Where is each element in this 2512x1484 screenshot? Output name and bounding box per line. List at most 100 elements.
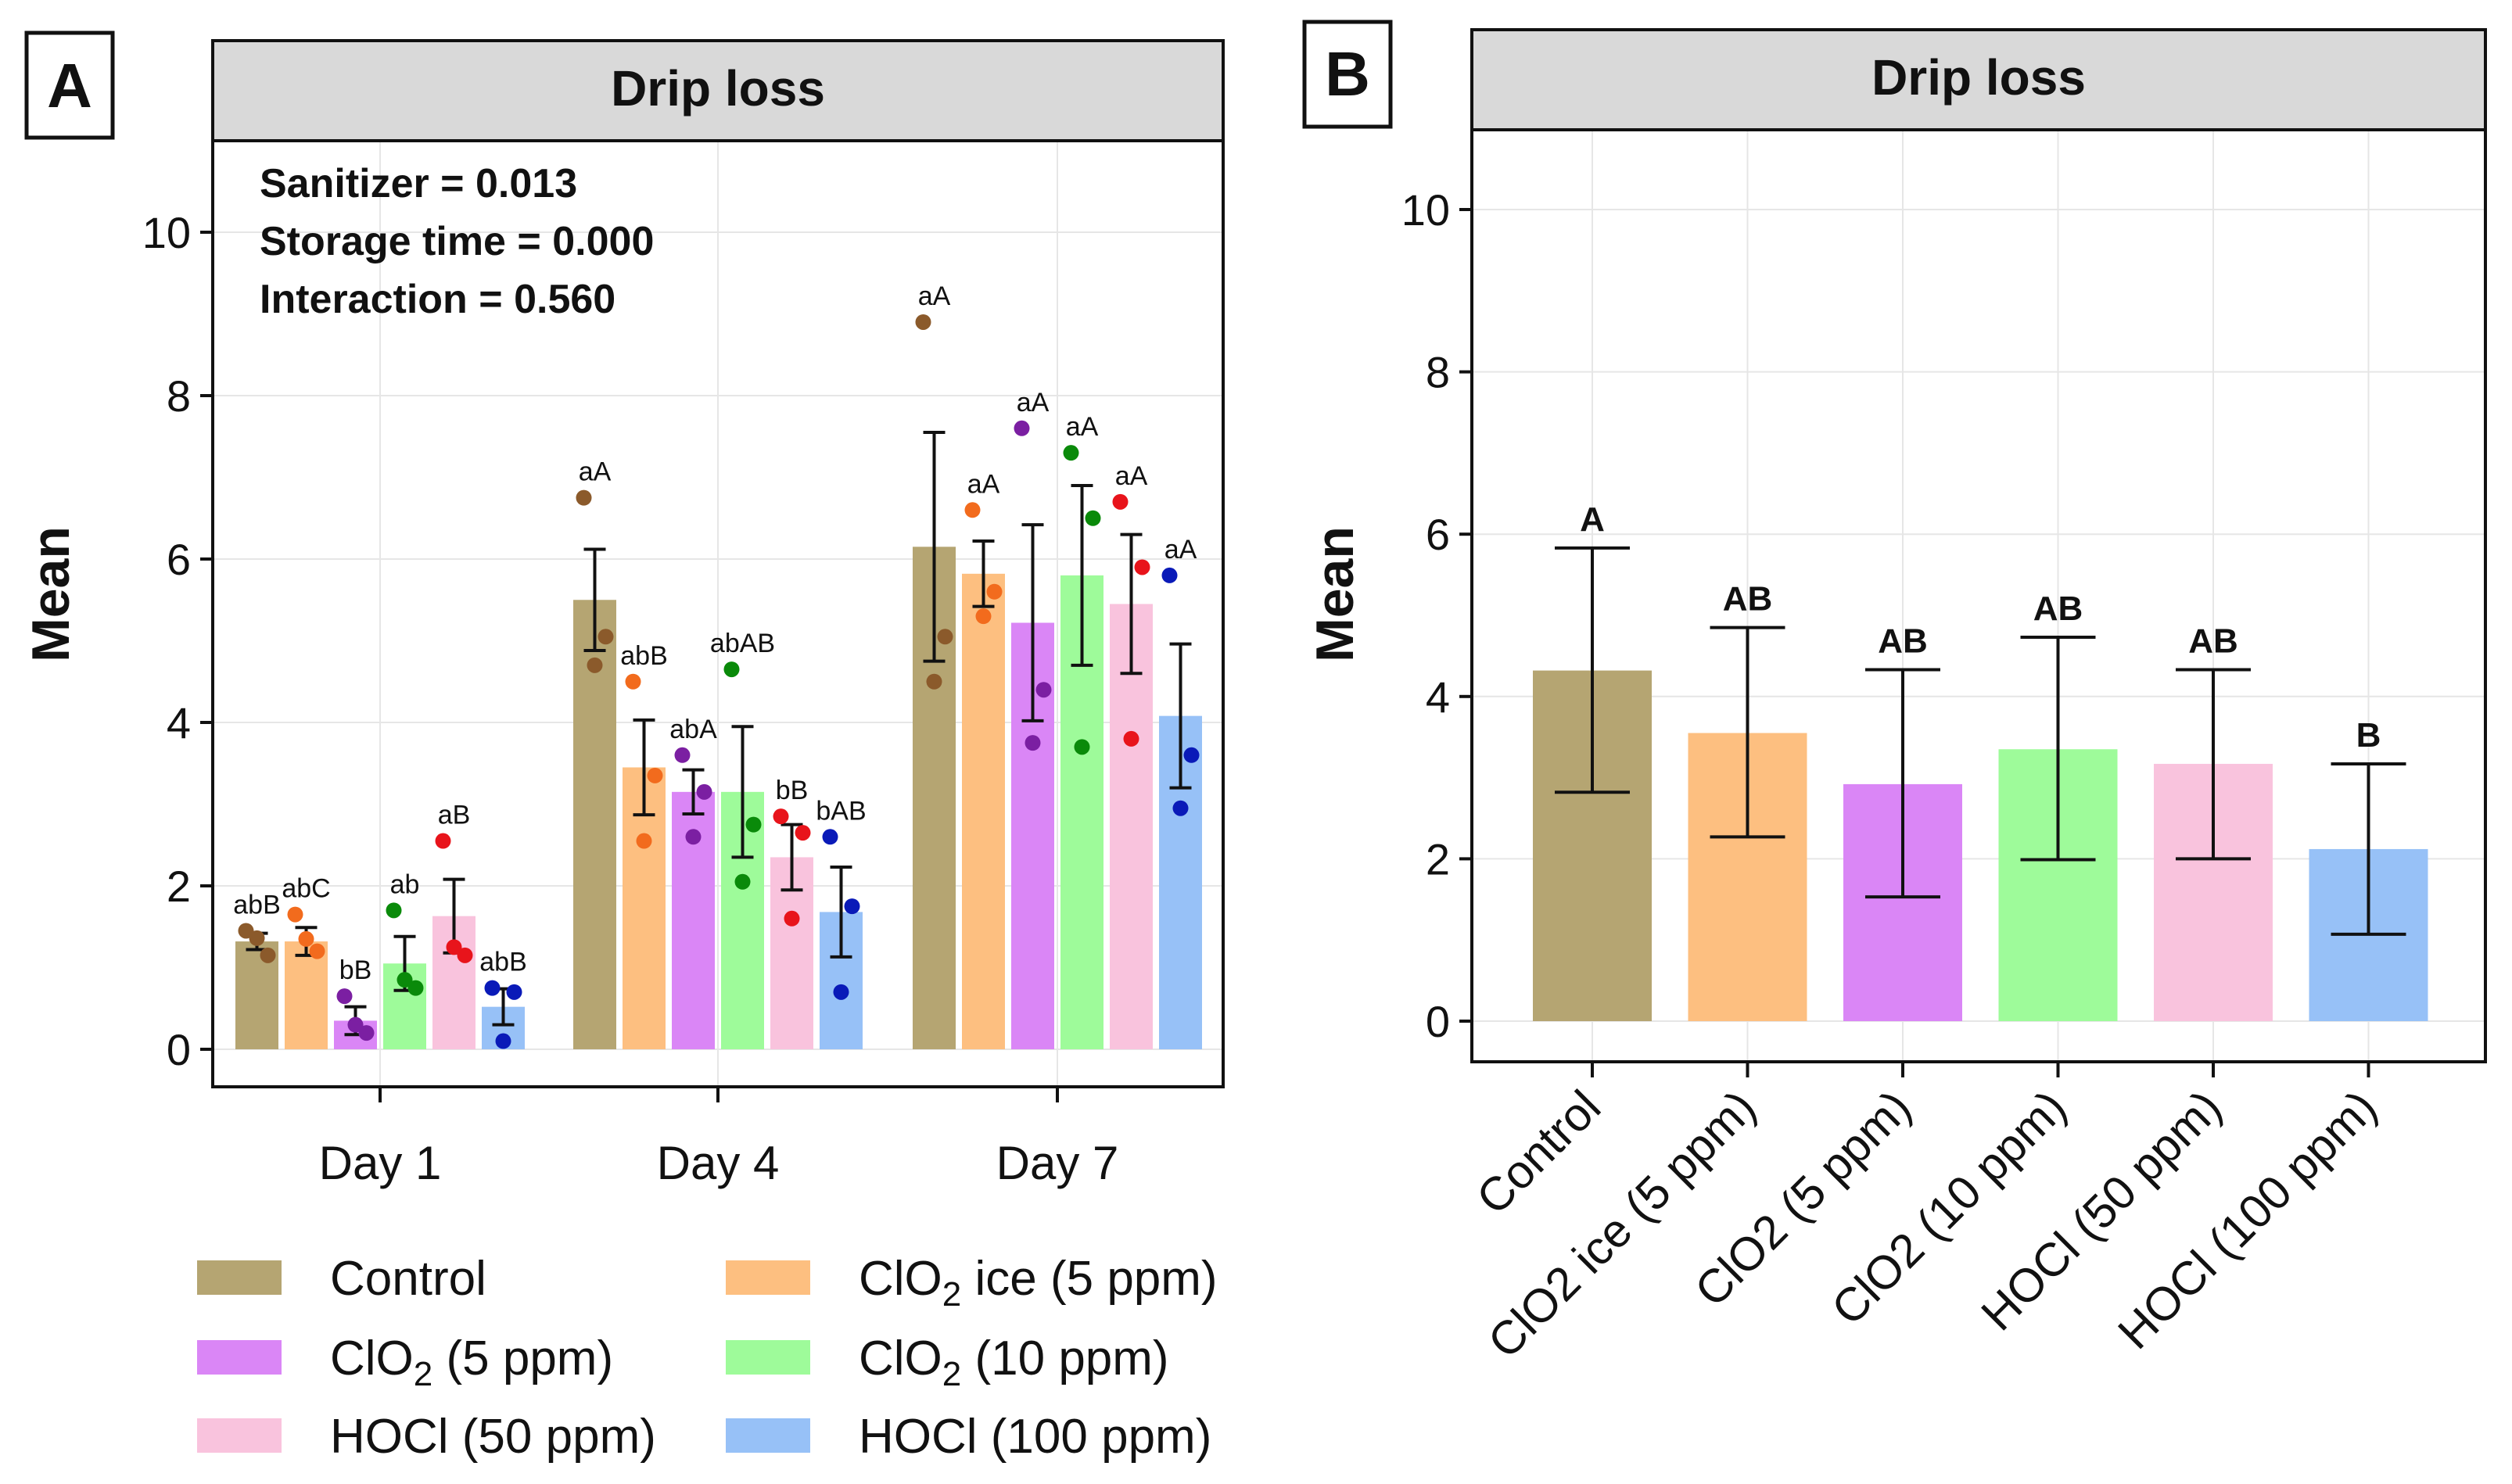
data-point-control <box>597 629 614 645</box>
bar-hocl-50-ppm-day-7 <box>1110 604 1153 1049</box>
significance-label: abB <box>620 641 668 671</box>
y-tick-label-10: 10 <box>1401 185 1450 235</box>
legend-label-clo2-10-ppm: ClO2 (10 ppm) <box>859 1332 1169 1393</box>
y-tick-label-4: 4 <box>1426 672 1450 722</box>
panel-b-strip-title: Drip loss <box>1871 49 2086 106</box>
stat-interaction: Interaction = 0.560 <box>260 277 615 322</box>
significance-label: aA <box>1017 388 1050 418</box>
panel-b: B Drip loss A AB AB AB AB B 0 2 4 6 8 10 ControlCl… <box>1302 20 2487 1368</box>
panel-b-strip <box>1470 28 2487 131</box>
significance-label-control: A <box>1580 500 1605 539</box>
panel-b-y-axis-title: Mean <box>1305 526 1365 662</box>
x-tick-label-clo2-ice-5-ppm: ClO2 ice (5 ppm) <box>1478 1081 1766 1368</box>
legend-swatch-clo2-5-ppm <box>197 1340 282 1375</box>
significance-label: aA <box>1115 461 1148 491</box>
y-tick-label-8: 8 <box>167 371 191 421</box>
y-tick-label-6: 6 <box>1426 510 1450 559</box>
data-point-control <box>587 657 603 673</box>
data-point-clo2-ice-5-ppm <box>298 930 314 947</box>
data-point-clo2-5-ppm <box>336 988 353 1005</box>
bar-clo2-ice-5-ppm-day-1 <box>285 941 328 1049</box>
data-point-hocl-50-ppm <box>446 939 462 955</box>
significance-label: bAB <box>816 796 866 826</box>
legend-label-clo2-ice-5-ppm: ClO2 ice (5 ppm) <box>859 1252 1218 1314</box>
data-point-control <box>238 923 254 939</box>
panel-a-gridlines <box>213 141 1223 1087</box>
data-point-hocl-100-ppm <box>495 1033 511 1049</box>
data-point-clo2-ice-5-ppm <box>625 673 641 690</box>
data-point-clo2-5-ppm <box>674 747 691 763</box>
data-point-clo2-10-ppm <box>1063 445 1079 461</box>
panel-a-bars: abBaAaAabCabBaAbBabAaAababABaAaBbBaAabBb… <box>233 281 1202 1049</box>
panel-b-letter-box <box>1302 20 1393 129</box>
data-point-clo2-5-ppm <box>1035 682 1052 698</box>
panel-a-strip-title: Drip loss <box>611 60 825 116</box>
data-point-hocl-100-ppm <box>506 984 522 1000</box>
panel-a: A Drip loss abBaAaAabCabBaAbBabAaAababAB… <box>21 30 1225 1189</box>
data-point-hocl-50-ppm <box>784 910 800 927</box>
legend-swatch-control <box>197 1260 282 1295</box>
legend-label-control: Control <box>330 1252 486 1306</box>
bar-clo2-ice-5-ppm-day-7 <box>962 573 1005 1049</box>
data-point-hocl-50-ppm <box>795 825 811 841</box>
data-point-hocl-100-ppm <box>844 898 860 915</box>
data-point-hocl-50-ppm <box>435 833 451 849</box>
panel-b-y-axis: 0 2 4 6 8 10 <box>1401 185 1472 1046</box>
significance-label: abA <box>669 715 717 744</box>
data-point-clo2-10-ppm <box>1085 510 1101 526</box>
data-point-hocl-100-ppm <box>484 980 501 996</box>
significance-label: abB <box>479 948 527 977</box>
data-point-clo2-10-ppm <box>723 661 740 678</box>
data-point-clo2-ice-5-ppm <box>647 767 663 783</box>
panel-a-x-axis: Day 1 Day 4 Day 7 <box>319 1087 1118 1189</box>
y-tick-label-6: 6 <box>167 535 191 584</box>
legend-label-hocl-50-ppm: HOCl (50 ppm) <box>330 1410 656 1464</box>
significance-label: abAB <box>710 629 775 658</box>
data-point-clo2-10-ppm <box>745 816 762 833</box>
bar-control-day-4 <box>573 600 616 1049</box>
significance-label: aA <box>1164 535 1197 565</box>
significance-label-clo2-5-ppm: AB <box>1878 622 1928 661</box>
data-point-hocl-50-ppm <box>457 947 473 963</box>
legend-label-hocl-100-ppm: HOCl (100 ppm) <box>859 1410 1211 1464</box>
panel-a-y-axis-title: Mean <box>21 526 81 662</box>
significance-label: aA <box>918 281 951 311</box>
legend-swatch-clo2-10-ppm <box>726 1340 810 1375</box>
y-tick-label-0: 0 <box>167 1025 191 1074</box>
data-point-clo2-ice-5-ppm <box>975 608 992 625</box>
panel-a-letter-box <box>24 30 115 140</box>
significance-label: abC <box>282 874 330 904</box>
panel-b-bars: A AB AB AB AB B <box>1533 500 2428 1021</box>
legend: Control ClO2 ice (5 ppm) ClO2 (5 ppm) ClO2 … <box>197 1252 1218 1464</box>
data-point-control <box>915 314 931 330</box>
y-tick-label-2: 2 <box>167 862 191 911</box>
significance-label: aB <box>438 801 471 830</box>
data-point-control <box>576 489 592 506</box>
y-tick-label-8: 8 <box>1426 348 1450 397</box>
y-tick-label-0: 0 <box>1426 997 1450 1046</box>
data-point-clo2-5-ppm <box>1014 420 1030 436</box>
data-point-clo2-5-ppm <box>358 1025 375 1041</box>
data-point-clo2-ice-5-ppm <box>287 906 303 923</box>
panel-a-letter: A <box>47 51 92 120</box>
x-tick-label-hocl-100-ppm: HOCl (100 ppm) <box>2108 1081 2386 1359</box>
x-tick-label-control: Control <box>1466 1081 1610 1224</box>
significance-label: aA <box>967 469 1000 499</box>
panel-a-y-axis: 0 2 4 6 8 10 <box>142 208 213 1074</box>
data-point-hocl-100-ppm <box>1161 567 1178 583</box>
y-tick-label-4: 4 <box>167 698 191 747</box>
significance-label: bB <box>339 955 372 985</box>
data-point-clo2-ice-5-ppm <box>964 502 981 518</box>
significance-label-clo2-ice-5-ppm: AB <box>1723 580 1773 618</box>
data-point-hocl-50-ppm <box>1123 730 1139 747</box>
x-tick-label-day-4: Day 4 <box>657 1137 780 1189</box>
data-point-clo2-5-ppm <box>347 1016 364 1033</box>
data-point-clo2-10-ppm <box>386 902 402 919</box>
panel-a-strip <box>211 39 1225 142</box>
data-point-hocl-100-ppm <box>1172 800 1189 816</box>
significance-label: aA <box>1066 412 1099 442</box>
legend-swatch-clo2-ice-5-ppm <box>726 1260 810 1295</box>
legend-swatch-hocl-100-ppm <box>726 1418 810 1453</box>
